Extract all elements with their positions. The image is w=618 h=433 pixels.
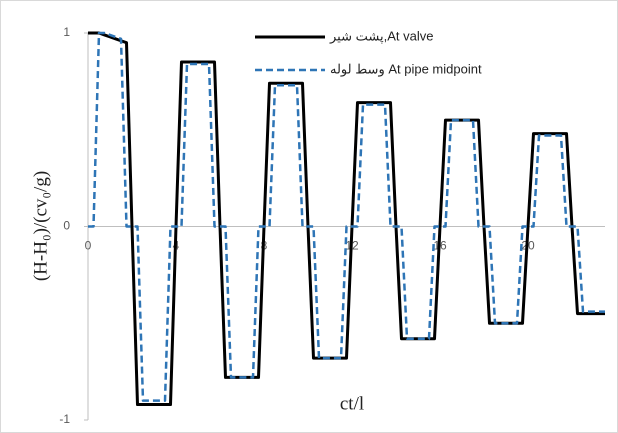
y-tick-label: 0 [63,219,70,233]
y-tick-label: 1 [63,25,70,39]
legend-bg [251,59,581,81]
series-line [88,31,605,402]
legend-label: وسط لوله At pipe midpoint [330,61,482,77]
y-axis-label: (H-H₀)/(cv₀/g) [30,171,51,281]
y-tick-label: -1 [59,412,70,426]
legend-label: پشت شیر,At valve [329,28,433,44]
legend-bg [251,26,581,48]
x-axis-label: ct/l [340,393,364,414]
series-line [88,31,605,407]
x-tick-label: 0 [85,239,92,253]
